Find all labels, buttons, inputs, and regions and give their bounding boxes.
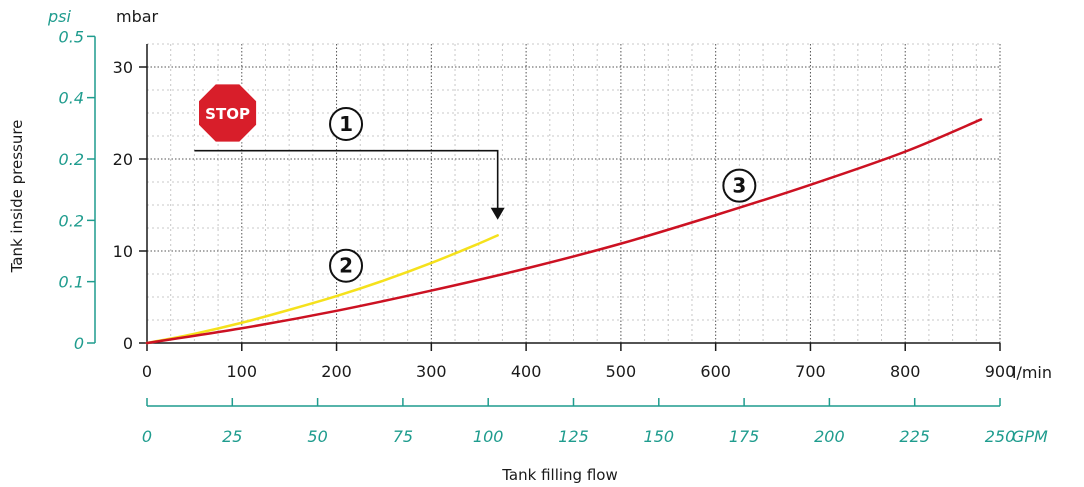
x2-tick-label: 225 bbox=[899, 427, 930, 446]
y-tick-label: 10 bbox=[113, 242, 133, 261]
annotations-layer bbox=[194, 149, 505, 220]
x-tick-label: 100 bbox=[227, 362, 258, 381]
grid bbox=[147, 43, 1001, 343]
x-axis-title: Tank filling flow bbox=[501, 466, 617, 484]
marker-label-3: 3 bbox=[732, 174, 746, 198]
stop-octagon bbox=[197, 82, 259, 144]
x2-tick-label: 250 bbox=[985, 427, 1016, 446]
y-unit-label: mbar bbox=[116, 7, 159, 26]
y2-tick-label: 0.5 bbox=[59, 27, 84, 46]
x2-tick-label: 200 bbox=[814, 427, 845, 446]
x-tick-label: 500 bbox=[606, 362, 637, 381]
arrow-line bbox=[194, 149, 499, 210]
y2-tick-label: 0.4 bbox=[59, 89, 84, 108]
x2-tick-label: 100 bbox=[473, 427, 504, 446]
x-tick-label: 400 bbox=[511, 362, 542, 381]
x2-unit-label: GPM bbox=[1012, 427, 1048, 446]
y2-tick-label: 0.2 bbox=[59, 211, 84, 230]
x-tick-label: 300 bbox=[416, 362, 447, 381]
marker-label-1: 1 bbox=[339, 112, 353, 136]
y2-tick-label: 0.2 bbox=[59, 150, 84, 169]
marker-circle-1 bbox=[329, 107, 364, 142]
stop-sign-icon: STOP bbox=[197, 82, 259, 144]
series-layer bbox=[145, 118, 983, 345]
y2-unit-label: psi bbox=[47, 7, 71, 26]
x2-tick-label: 75 bbox=[393, 427, 413, 446]
x2-tick-label: 25 bbox=[222, 427, 242, 446]
x-tick-label: 200 bbox=[321, 362, 352, 381]
series-line-2 bbox=[145, 234, 499, 345]
x2-tick-label: 0 bbox=[142, 427, 152, 446]
x2-tick-label: 125 bbox=[558, 427, 589, 446]
y-tick-label: 30 bbox=[113, 58, 133, 77]
x2-tick-label: 50 bbox=[307, 427, 327, 446]
y-tick-label: 0 bbox=[123, 334, 133, 353]
x2-tick-label: 175 bbox=[729, 427, 760, 446]
y-axis-title: Tank inside pressure bbox=[8, 120, 26, 274]
y-tick-label: 20 bbox=[113, 150, 133, 169]
y2-tick-label: 0.1 bbox=[59, 273, 84, 292]
x-tick-label: 0 bbox=[142, 362, 152, 381]
x-tick-label: 600 bbox=[700, 362, 731, 381]
x-tick-label: 900 bbox=[985, 362, 1016, 381]
x-tick-label: 700 bbox=[795, 362, 826, 381]
arrow-head bbox=[490, 207, 505, 220]
x-tick-label: 800 bbox=[890, 362, 921, 381]
x2-tick-label: 150 bbox=[644, 427, 675, 446]
series-line-3 bbox=[145, 118, 983, 345]
y2-tick-label: 0 bbox=[74, 334, 84, 353]
markers-layer: 1 2 3 bbox=[329, 107, 757, 283]
marker-label-2: 2 bbox=[339, 254, 353, 278]
stop-sign-text: STOP bbox=[205, 105, 250, 123]
marker-circle-3 bbox=[722, 168, 757, 203]
marker-circle-2 bbox=[329, 248, 364, 283]
x-unit-label: l/min bbox=[1012, 363, 1052, 382]
